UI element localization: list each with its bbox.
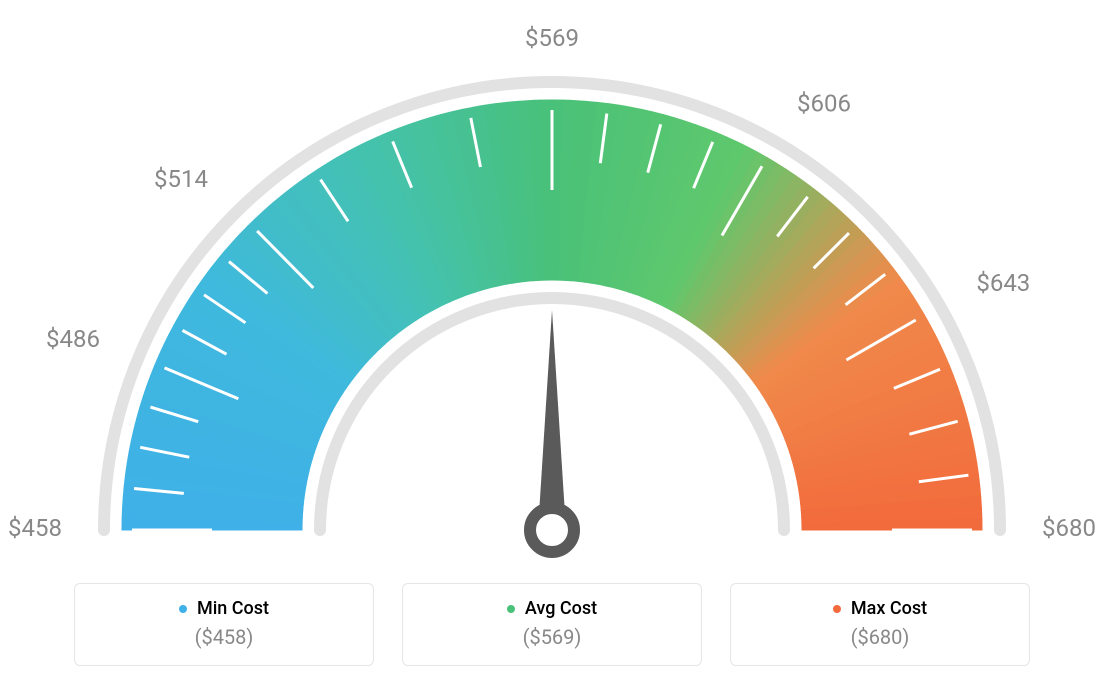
legend-avg-value: ($569) [421, 625, 683, 649]
gauge-svg: $458 $486 $514 $569 $606 $643 $680 [0, 0, 1104, 560]
legend-max-value: ($680) [749, 625, 1011, 649]
svg-text:$606: $606 [797, 90, 851, 118]
legend-min-label: Min Cost [197, 598, 269, 619]
legend-row: Min Cost ($458) Avg Cost ($569) Max Cost… [0, 583, 1104, 667]
legend-max-card: Max Cost ($680) [730, 583, 1030, 667]
legend-avg-card: Avg Cost ($569) [402, 583, 702, 667]
dot-icon [507, 605, 515, 613]
legend-min-card: Min Cost ($458) [74, 583, 374, 667]
legend-min-value: ($458) [93, 625, 355, 649]
legend-avg-title: Avg Cost [507, 598, 597, 619]
legend-min-title: Min Cost [179, 598, 269, 619]
legend-max-title: Max Cost [833, 598, 927, 619]
svg-text:$458: $458 [8, 514, 62, 542]
svg-text:$569: $569 [525, 24, 579, 52]
legend-avg-label: Avg Cost [525, 598, 597, 619]
svg-text:$486: $486 [46, 325, 100, 353]
cost-gauge-chart: $458 $486 $514 $569 $606 $643 $680 Min Cost ($… [0, 0, 1104, 690]
dot-icon [179, 605, 187, 613]
svg-text:$643: $643 [976, 269, 1030, 297]
svg-text:$680: $680 [1042, 514, 1096, 542]
gauge-area: $458 $486 $514 $569 $606 $643 $680 [0, 0, 1104, 560]
legend-max-label: Max Cost [851, 598, 927, 619]
dot-icon [833, 605, 841, 613]
svg-text:$514: $514 [154, 165, 208, 193]
